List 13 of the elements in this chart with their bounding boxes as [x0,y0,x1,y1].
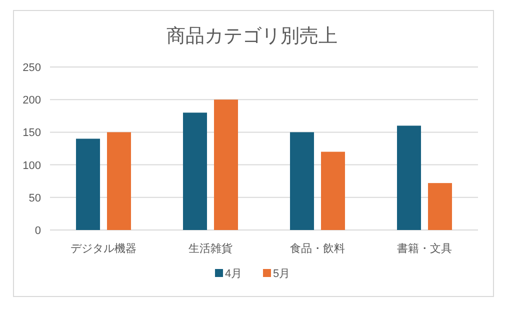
x-tick-label: デジタル機器 [70,243,136,255]
y-tick-label: 50 [28,192,41,204]
legend-label: 5月 [273,268,290,280]
legend-label: 4月 [225,268,242,280]
y-tick-label: 100 [22,160,41,172]
x-tick-label: 書籍・文具 [397,242,452,255]
y-tick-label: 250 [22,62,41,74]
x-tick-label: 生活雑貨 [188,242,232,255]
x-tick-label: 食品・飲料 [290,242,345,255]
y-tick-label: 200 [22,94,41,107]
y-tick-label: 0 [34,225,41,237]
chart-title: 商品カテゴリ別売上 [166,25,338,47]
y-tick-label: 150 [22,127,41,140]
